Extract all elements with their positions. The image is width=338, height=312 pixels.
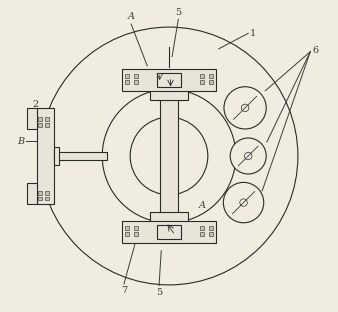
Bar: [200, 226, 203, 230]
Text: 5: 5: [156, 288, 162, 297]
Circle shape: [102, 89, 236, 223]
Bar: [135, 74, 138, 78]
Bar: [209, 74, 213, 78]
Circle shape: [240, 199, 247, 206]
Bar: [125, 80, 129, 84]
Bar: [45, 123, 49, 127]
Bar: [45, 118, 49, 121]
Circle shape: [40, 27, 298, 285]
Bar: [135, 232, 138, 236]
Bar: [122, 69, 216, 91]
Bar: [200, 74, 203, 78]
Bar: [150, 89, 188, 100]
Text: A: A: [198, 201, 206, 210]
Bar: [235, 152, 242, 160]
Text: B: B: [17, 137, 24, 146]
Circle shape: [130, 117, 208, 195]
Bar: [54, 147, 59, 165]
Bar: [150, 212, 188, 223]
Circle shape: [223, 183, 264, 223]
Bar: [54, 152, 107, 160]
Bar: [135, 226, 138, 230]
Bar: [156, 225, 182, 239]
Bar: [200, 80, 203, 84]
Bar: [161, 89, 177, 223]
Bar: [156, 73, 182, 87]
Text: 6: 6: [312, 46, 318, 55]
Bar: [209, 80, 213, 84]
Text: 5: 5: [175, 8, 182, 17]
Text: 7: 7: [121, 286, 127, 295]
Bar: [38, 197, 42, 200]
Bar: [209, 232, 213, 236]
Circle shape: [224, 87, 266, 129]
Bar: [45, 197, 49, 200]
Bar: [27, 183, 37, 204]
Circle shape: [241, 104, 249, 112]
Text: A: A: [128, 12, 135, 21]
Bar: [125, 74, 129, 78]
Text: 2: 2: [32, 100, 39, 110]
Bar: [122, 221, 216, 243]
Bar: [38, 191, 42, 194]
Bar: [38, 123, 42, 127]
Bar: [125, 232, 129, 236]
Bar: [37, 108, 54, 204]
Bar: [200, 232, 203, 236]
Bar: [38, 118, 42, 121]
Circle shape: [230, 138, 266, 174]
Bar: [45, 191, 49, 194]
Bar: [135, 80, 138, 84]
Bar: [125, 226, 129, 230]
Text: 1: 1: [250, 29, 256, 38]
Bar: [209, 226, 213, 230]
Circle shape: [244, 152, 252, 160]
Bar: [27, 108, 37, 129]
